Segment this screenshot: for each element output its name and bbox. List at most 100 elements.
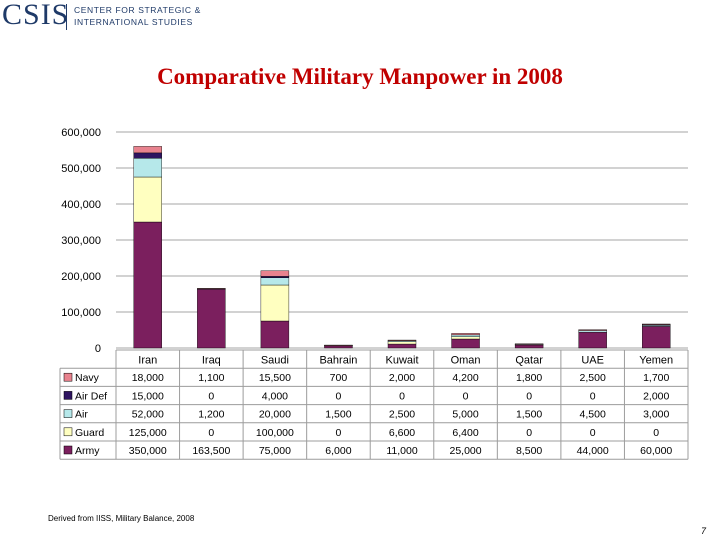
- table-value: 15,000: [132, 390, 164, 402]
- source-note: Derived from IISS, Military Balance, 200…: [48, 514, 195, 523]
- table-value: 0: [208, 427, 214, 439]
- logo-text-line1: CENTER FOR STRATEGIC &: [74, 5, 201, 15]
- legend-swatch: [63, 391, 73, 400]
- legend-swatch: [63, 409, 73, 418]
- bar-segment: [133, 152, 162, 159]
- table-value: 1,100: [198, 372, 224, 384]
- table-value: 75,000: [259, 445, 291, 457]
- table-value: 0: [526, 390, 532, 402]
- table-value: 0: [590, 427, 596, 439]
- table-value: 8,500: [516, 445, 542, 457]
- legend-swatch: [63, 427, 73, 437]
- y-tick-label: 100,000: [61, 307, 101, 319]
- table-value: 6,600: [389, 427, 415, 439]
- bar-segment: [387, 343, 417, 349]
- table-value: 1,700: [643, 372, 669, 384]
- y-tick-label: 400,000: [61, 199, 101, 211]
- csis-logo: CSIS: [2, 0, 70, 31]
- table-value: 20,000: [259, 409, 291, 421]
- table-value: 15,500: [259, 372, 291, 384]
- table-value: 4,200: [452, 372, 478, 384]
- category-label: Qatar: [515, 355, 543, 367]
- bar-segment: [324, 344, 353, 346]
- bar-segment: [387, 339, 417, 341]
- bar-segment: [451, 333, 480, 336]
- bar-segment: [578, 330, 607, 333]
- table-value: 0: [463, 390, 469, 402]
- table-value: 2,000: [643, 390, 669, 402]
- bar-segment: [514, 343, 544, 345]
- y-tick-label: 0: [95, 343, 101, 355]
- category-label: Iraq: [202, 355, 221, 367]
- table-value: 0: [399, 390, 405, 402]
- bar-segment: [260, 276, 290, 278]
- table-value: 5,000: [452, 409, 478, 421]
- legend-swatch: [63, 445, 73, 455]
- table-value: 0: [336, 390, 342, 402]
- table-value: 700: [330, 372, 348, 384]
- legend-swatch: [63, 372, 73, 382]
- category-label: Iran: [138, 355, 157, 367]
- category-label: Kuwait: [385, 355, 418, 367]
- bar-segment: [133, 221, 162, 349]
- bar-segment: [324, 345, 353, 349]
- logo-text-line2: INTERNATIONAL STUDIES: [74, 17, 193, 27]
- bar-segment: [260, 277, 290, 286]
- table-value: 1,500: [516, 409, 542, 421]
- table-value: 25,000: [449, 445, 481, 457]
- chart-title: Comparative Military Manpower in 2008: [157, 64, 563, 89]
- bar-segment: [451, 338, 480, 349]
- bar-segment: [133, 158, 162, 178]
- bar-segment: [642, 326, 671, 349]
- bar-segment: [133, 146, 162, 154]
- bar-segment: [578, 329, 607, 331]
- table-value: 6,000: [325, 445, 351, 457]
- page-number: 7: [700, 526, 706, 536]
- bar-segment: [514, 344, 544, 349]
- table-value: 1,500: [325, 409, 351, 421]
- table-value: 2,000: [389, 372, 415, 384]
- legend-label: Guard: [75, 427, 104, 439]
- category-label: Oman: [451, 355, 481, 367]
- table-value: 163,500: [192, 445, 230, 457]
- table-value: 100,000: [256, 427, 294, 439]
- category-label: Saudi: [261, 355, 289, 367]
- bar-segment: [578, 331, 607, 349]
- table-value: 1,800: [516, 372, 542, 384]
- legend-label: Army: [75, 445, 100, 457]
- logo-divider: [66, 4, 67, 30]
- legend-label: Air Def: [75, 390, 107, 402]
- bar-segment: [260, 284, 290, 322]
- table-value: 18,000: [132, 372, 164, 384]
- table-value: 0: [653, 427, 659, 439]
- table-value: 0: [336, 427, 342, 439]
- table-value: 52,000: [132, 409, 164, 421]
- table-value: 4,000: [262, 390, 288, 402]
- table-value: 125,000: [129, 427, 167, 439]
- table-value: 4,500: [580, 409, 606, 421]
- y-tick-label: 600,000: [61, 127, 101, 139]
- y-tick-label: 300,000: [61, 235, 101, 247]
- category-label: Bahrain: [319, 355, 357, 367]
- bar-segment: [197, 288, 226, 290]
- table-value: 11,000: [386, 445, 417, 457]
- table-value: 44,000: [577, 445, 609, 457]
- bar-segment: [642, 323, 671, 325]
- legend-label: Navy: [75, 372, 100, 384]
- bar-segment: [260, 320, 290, 349]
- table-value: 2,500: [580, 372, 606, 384]
- table-value: 60,000: [640, 445, 672, 457]
- table-value: 0: [526, 427, 532, 439]
- bar-segment: [260, 270, 290, 277]
- bar-segment: [451, 334, 480, 337]
- table-value: 3,000: [643, 409, 669, 421]
- bar-segment: [133, 176, 162, 223]
- table-value: 350,000: [129, 445, 167, 457]
- table-value: 1,200: [198, 409, 224, 421]
- bar-segment: [451, 336, 480, 340]
- category-label: UAE: [581, 355, 604, 367]
- table-value: 6,400: [452, 427, 478, 439]
- bar-segment: [197, 288, 226, 349]
- category-label: Yemen: [639, 355, 673, 367]
